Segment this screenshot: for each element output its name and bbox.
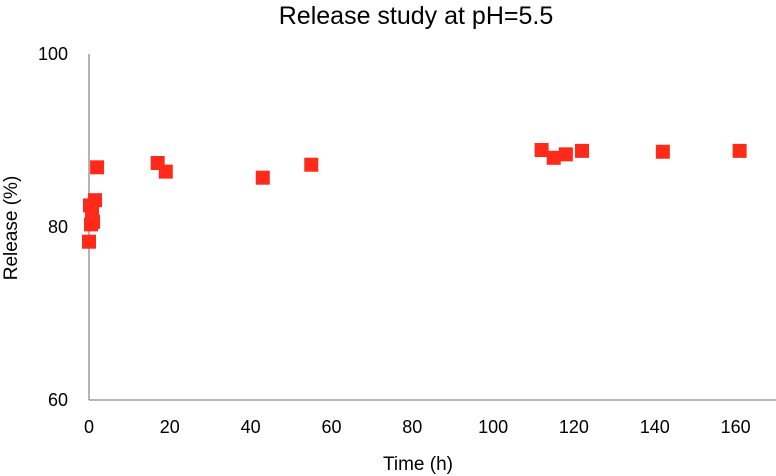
data-points bbox=[82, 143, 747, 249]
x-tick-label: 80 bbox=[402, 417, 422, 437]
data-point bbox=[732, 143, 747, 158]
x-tick-label: 60 bbox=[321, 417, 341, 437]
data-point bbox=[575, 143, 590, 158]
data-point bbox=[558, 147, 573, 162]
data-point bbox=[304, 157, 319, 172]
data-point bbox=[82, 234, 96, 249]
y-axis-ticks: 60 80 100 bbox=[38, 44, 68, 410]
data-point bbox=[655, 144, 670, 159]
data-point bbox=[158, 164, 173, 179]
data-point bbox=[86, 214, 101, 229]
y-tick-label: 60 bbox=[48, 390, 68, 410]
x-axis-label: Time (h) bbox=[383, 454, 453, 475]
x-tick-label: 120 bbox=[559, 417, 589, 437]
data-point bbox=[88, 193, 103, 208]
y-axis-label: Release (%) bbox=[1, 176, 22, 281]
x-tick-label: 140 bbox=[640, 417, 670, 437]
data-point bbox=[255, 170, 270, 185]
x-tick-label: 0 bbox=[84, 417, 94, 437]
x-tick-label: 40 bbox=[241, 417, 261, 437]
data-point bbox=[90, 160, 105, 175]
x-tick-label: 20 bbox=[160, 417, 180, 437]
y-tick-label: 100 bbox=[38, 44, 68, 64]
y-tick-label: 80 bbox=[48, 217, 68, 237]
x-axis-ticks: 0 20 40 60 80 100 120 140 160 bbox=[84, 417, 751, 437]
x-tick-label: 100 bbox=[478, 417, 508, 437]
data-point bbox=[546, 150, 561, 165]
data-point bbox=[534, 143, 549, 158]
x-tick-label: 160 bbox=[721, 417, 751, 437]
chart-title: Release study at pH=5.5 bbox=[279, 2, 553, 30]
